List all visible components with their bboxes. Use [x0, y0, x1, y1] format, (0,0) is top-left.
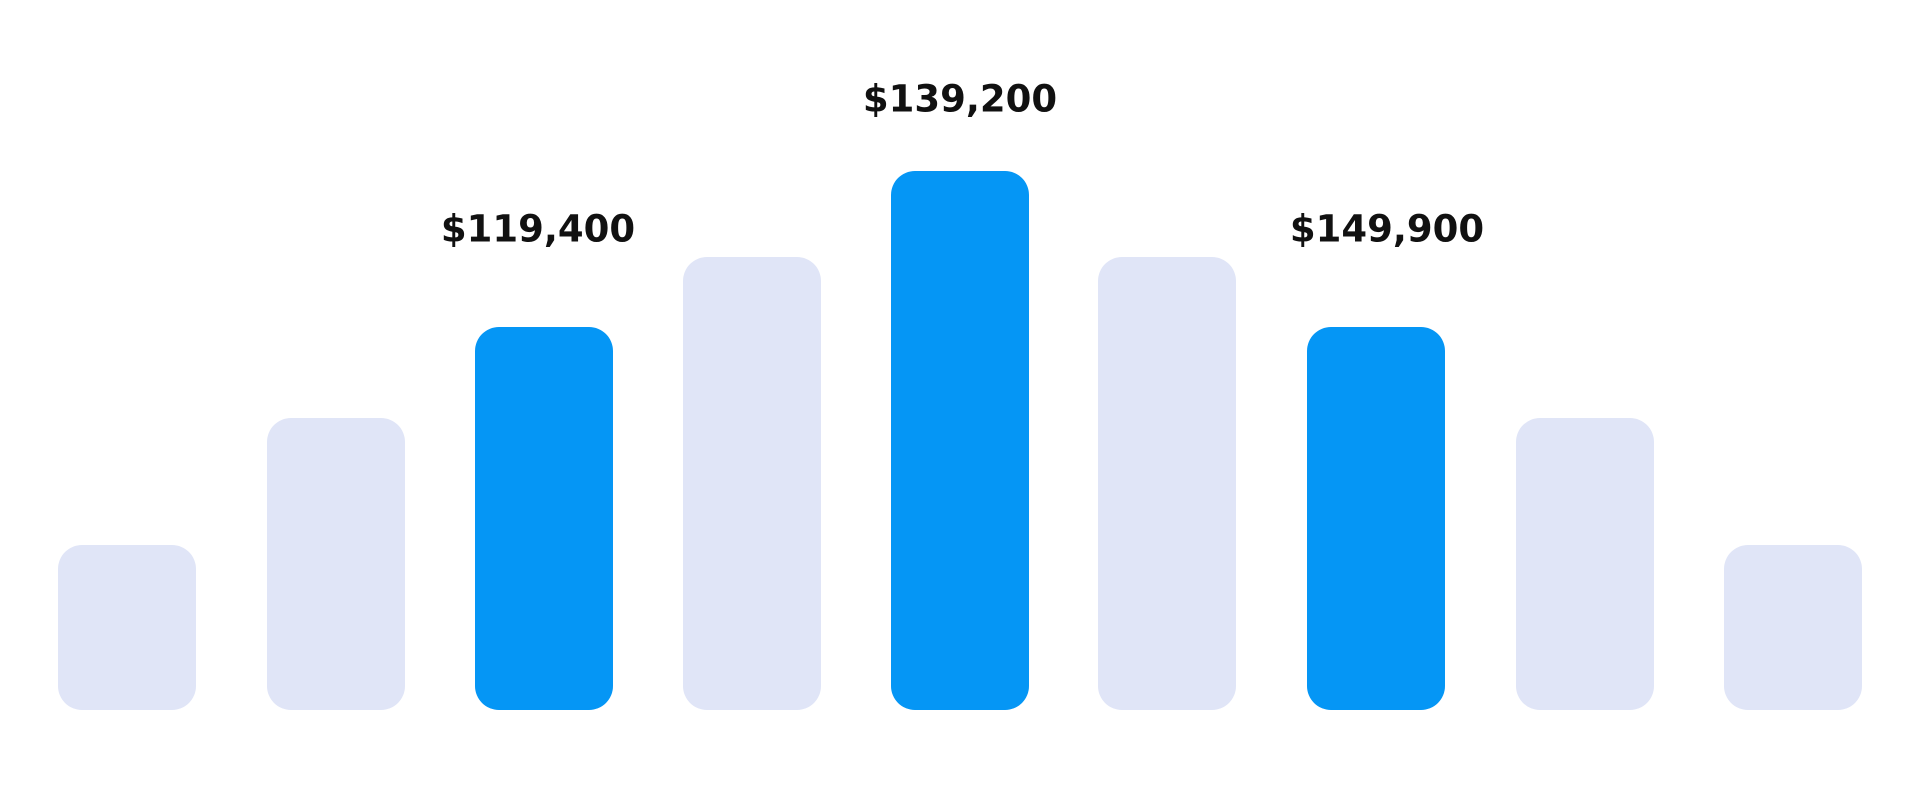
- bar: [267, 418, 405, 710]
- bar: [1098, 257, 1236, 710]
- bar: [683, 257, 821, 710]
- bar: [1307, 327, 1445, 710]
- price-label: $119,400: [441, 208, 635, 251]
- bar: [58, 545, 196, 710]
- price-label: $139,200: [863, 78, 1057, 121]
- bar: [1516, 418, 1654, 710]
- bar: [475, 327, 613, 710]
- bar: [891, 171, 1029, 710]
- bar: [1724, 545, 1862, 710]
- price-label: $149,900: [1290, 208, 1484, 251]
